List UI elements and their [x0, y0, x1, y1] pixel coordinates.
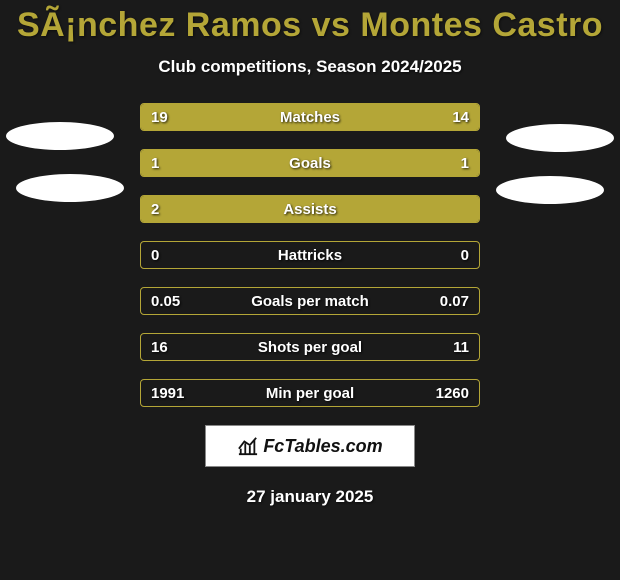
stat-value-right: 1260: [436, 380, 469, 406]
stat-label: Hattricks: [141, 242, 479, 268]
stat-row: 0.05Goals per match0.07: [140, 287, 480, 315]
stat-row: 1991Min per goal1260: [140, 379, 480, 407]
stats-table: 19Matches14 1Goals1 2Assists 0Hattricks0 0.0…: [140, 103, 480, 407]
stat-row: 1Goals1: [140, 149, 480, 177]
stat-row: 2Assists: [140, 195, 480, 223]
stat-label: Min per goal: [141, 380, 479, 406]
stat-label: Assists: [141, 196, 479, 222]
stat-row: 0Hattricks0: [140, 241, 480, 269]
team-badge: [16, 174, 124, 202]
stat-label: Shots per goal: [141, 334, 479, 360]
page-title: SÃ¡nchez Ramos vs Montes Castro: [0, 0, 620, 45]
watermark: FcTables.com: [205, 425, 415, 467]
stat-value-right: 0.07: [440, 288, 469, 314]
stat-row: 19Matches14: [140, 103, 480, 131]
stat-value-right: 1: [461, 150, 469, 176]
stat-value-right: 0: [461, 242, 469, 268]
stat-label: Goals: [141, 150, 479, 176]
date-label: 27 january 2025: [0, 487, 620, 507]
stat-label: Goals per match: [141, 288, 479, 314]
team-badge: [496, 176, 604, 204]
subtitle: Club competitions, Season 2024/2025: [0, 57, 620, 77]
team-badge: [6, 122, 114, 150]
stat-row: 16Shots per goal11: [140, 333, 480, 361]
stat-value-right: 11: [453, 334, 469, 360]
watermark-text: FcTables.com: [263, 436, 382, 457]
team-badge: [506, 124, 614, 152]
stat-value-right: 14: [452, 104, 469, 130]
chart-icon: [237, 436, 259, 456]
stat-label: Matches: [141, 104, 479, 130]
